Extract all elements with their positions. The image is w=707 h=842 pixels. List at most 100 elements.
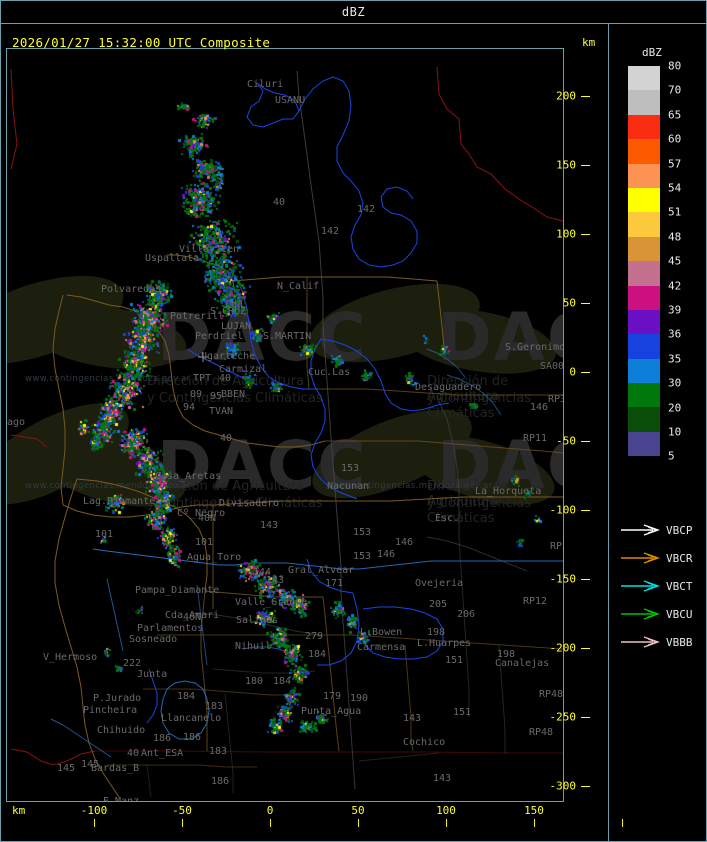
colorbar-swatch[interactable] [628, 407, 660, 432]
x-axis-tick-mark [270, 819, 271, 827]
colorbar-swatch[interactable] [628, 236, 660, 262]
map-place-label: Potrerill [170, 311, 225, 322]
y-axis-tick-mark [581, 510, 590, 511]
colorbar-swatch[interactable] [628, 90, 660, 115]
map-place-label: E_Manz [103, 796, 139, 801]
map-place-label: Cuc.Las [308, 367, 351, 378]
map-place-label: Lag.Diamante [83, 496, 156, 507]
map-place-label: 40N [183, 612, 202, 623]
colorbar-swatch[interactable] [628, 334, 660, 359]
map-place-label: Desaguadero [415, 382, 482, 393]
map-place-label: 151 [453, 707, 472, 718]
y-axis-tick-mark [581, 165, 590, 166]
colorbar-tick-label: 60 [668, 132, 682, 146]
y-axis-tick-label: -300 [549, 779, 577, 793]
colorbar-tick-label: 54 [668, 181, 682, 195]
frame-panel-divider [608, 24, 609, 842]
map-place-label: Sosneado [129, 634, 178, 645]
colorbar-swatch[interactable] [628, 431, 660, 457]
map-place-label: 40 [219, 373, 232, 384]
map-place-label: 184 [308, 649, 327, 660]
colorbar-scale[interactable] [628, 66, 660, 457]
map-place-label: 145 [81, 759, 100, 770]
x-axis-tick-label: -50 [172, 804, 192, 817]
colorbar-swatch[interactable] [628, 212, 660, 237]
colorbar-swatch[interactable] [628, 163, 660, 188]
map-place-label: 153 [353, 527, 372, 538]
map-place-label: Ciluri [247, 79, 284, 90]
y-axis-tick-mark [581, 441, 590, 442]
arrow-icon [621, 580, 660, 592]
colorbar-swatch[interactable] [628, 187, 660, 213]
map-place-label: 146 [530, 402, 549, 413]
map-place-label: 146 [395, 537, 414, 548]
y-axis-tick-label: -50 [556, 434, 576, 448]
y-axis-tick-label: 150 [556, 158, 576, 172]
track-legend-item[interactable]: VBCP [620, 516, 704, 544]
arrow-icon [621, 636, 660, 648]
map-place-label: Cda_Amari [165, 610, 220, 621]
colorbar-tick-label: 42 [668, 279, 682, 293]
colorbar-tick-label: 48 [668, 230, 682, 244]
colorbar-swatch[interactable] [628, 114, 660, 140]
colorbar-swatch[interactable] [628, 285, 660, 310]
map-place-label: 40 [273, 197, 286, 208]
track-legend-label: VBCP [666, 523, 693, 537]
y-axis-tick-mark [581, 786, 590, 787]
map-place-label: 198 [497, 649, 516, 660]
y-axis-tick-mark [581, 648, 590, 649]
map-place-label: 94 [183, 402, 196, 413]
colorbar-tick-label: 5 [668, 449, 675, 463]
track-legend-item[interactable]: VBCT [620, 572, 704, 600]
y-axis-tick-mark [581, 579, 590, 580]
map-place-label: 198 [427, 627, 446, 638]
window-title-bar: dBZ [0, 0, 707, 24]
map-place-label: 143 [260, 520, 279, 531]
x-axis-tick-label: 150 [524, 804, 544, 817]
y-axis-tick-label: 100 [556, 227, 576, 241]
window-title: dBZ [341, 5, 366, 19]
y-axis-tick-mark [581, 372, 590, 373]
y-axis-tick-mark [581, 717, 590, 718]
colorbar-swatch[interactable] [628, 66, 660, 91]
map-place-label: Cochico [403, 737, 446, 748]
map-place-label: 183 [205, 701, 224, 712]
x-axis-tick-label: -100 [80, 804, 108, 817]
colorbar-tick-label: 10 [668, 425, 682, 439]
y-axis-tick-label: -200 [549, 641, 577, 655]
map-place-label: 190 [350, 693, 369, 704]
map-place-label: S.Geronimo [505, 342, 563, 353]
frame-top [0, 0, 707, 1]
y-axis-tick-mark [581, 303, 590, 304]
colorbar-tick-label: 51 [668, 205, 682, 219]
radar-map-canvas[interactable]: DACC DACC DACC DACC Dirección de Agricul… [6, 48, 564, 802]
track-legend-item[interactable]: VBBB [620, 628, 704, 656]
map-place-label: N_Calif [277, 281, 320, 292]
map-place-label: 186 [211, 776, 230, 787]
track-legend-item[interactable]: VBCU [620, 600, 704, 628]
colorbar-tick-label: 80 [668, 59, 682, 73]
map-place-label: Nacunan [327, 481, 370, 492]
map-place-label: 279 [305, 631, 324, 642]
map-place-label: Pincheira [83, 705, 138, 716]
colorbar-swatch[interactable] [628, 309, 660, 335]
colorbar-swatch[interactable] [628, 139, 660, 164]
map-place-label: Ugarteche [201, 351, 256, 362]
map-place-label: RP3 [550, 541, 563, 552]
map-place-label: 40 [127, 748, 140, 759]
map-place-label: Polvaredas [101, 284, 162, 295]
y-axis-tick-label: -150 [549, 572, 577, 586]
colorbar-tick-label: 35 [668, 352, 682, 366]
map-place-label: USANU [275, 95, 306, 106]
title-divider [0, 23, 707, 24]
y-axis-tick-label: -250 [549, 710, 577, 724]
map-place-label: Divisadero [219, 498, 280, 509]
y-axis-tick-mark [581, 234, 590, 235]
track-legend-label: VBCR [666, 551, 693, 565]
map-place-label: Chihuido [97, 725, 146, 736]
track-legend-item[interactable]: VBCR [620, 544, 704, 572]
colorbar-swatch[interactable] [628, 358, 660, 384]
colorbar-swatch[interactable] [628, 383, 660, 408]
colorbar-swatch[interactable] [628, 261, 660, 286]
map-place-label: RP11 [523, 433, 548, 444]
